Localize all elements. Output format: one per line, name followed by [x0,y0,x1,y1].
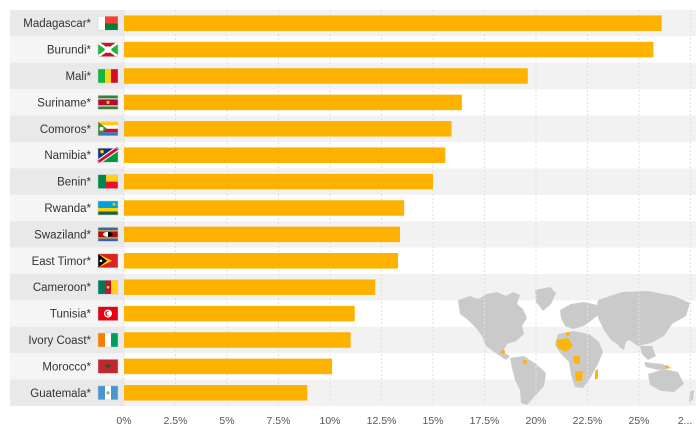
flag-east-timor-icon [97,253,119,269]
map-highlight-central-africa [573,356,580,364]
map-australia [648,369,684,392]
bar-ivory-coast [124,332,351,348]
bar-east-timor [124,253,398,269]
bar-rwanda [124,200,405,216]
map-highlight-east-timor [665,365,669,369]
bar-burundi [124,41,654,58]
category-label-burundi: Burundi* [47,45,92,57]
flag-ivory-coast-icon [97,332,119,348]
flag-rwanda-icon [97,200,119,216]
bar-suriname [124,94,462,111]
flag-mali-icon [97,68,119,84]
x-tick-label: 20% [525,415,546,427]
x-tick-label: 22.5% [573,415,603,427]
category-label-cameroon: Cameroon* [33,282,92,294]
x-tick-label: 2... [678,415,693,427]
flag-guatemala-icon [97,385,119,401]
category-label-madagascar: Madagascar* [23,18,91,30]
flag-namibia-icon [96,146,120,165]
category-label-mali: Mali* [65,71,91,83]
category-label-tunisia: Tunisia* [50,309,92,321]
map-south-america [510,356,546,405]
map-india [617,334,627,350]
bar-benin [124,173,433,190]
x-tick-label: 2.5% [164,415,188,427]
flag-tunisia-icon [97,306,119,321]
x-tick-label: 15% [422,415,443,427]
x-tick-label: 12.5% [367,415,397,427]
bars [124,15,662,401]
flag-cameroon-icon [97,279,119,295]
world-map [458,287,694,405]
x-tick-label: 10% [319,415,340,427]
map-greenland [535,287,556,311]
map-highlight-southern-africa [575,371,583,381]
map-indonesia [644,362,672,370]
map-asia [596,291,690,346]
x-tick-label: 0% [116,415,131,427]
map-highlight-suriname [523,360,527,364]
category-labels: Madagascar* Burundi* Mali* Suriname* Comoros… [23,18,91,400]
category-label-suriname: Suriname* [37,97,91,109]
map-madagascar-shape [595,369,598,380]
x-tick-label: 5% [219,415,234,427]
category-label-guatemala: Guatemala* [30,388,91,400]
x-tick-label: 25% [628,415,649,427]
bar-tunisia [124,305,355,322]
map-north-america [458,292,527,360]
x-tick-label: 7.5% [267,415,291,427]
map-highlight-west-africa [556,338,573,352]
category-label-swaziland: Swaziland* [34,229,91,241]
x-tick-label: 17.5% [470,415,500,427]
bar-morocco [124,358,333,375]
x-axis-ticks: 0% 2.5% 5% 7.5% 10% 12.5% 15% 17.5% 20% 22.5% 25% 2… [116,415,692,427]
flag-comoros-icon [97,121,119,137]
flags [96,15,120,401]
flag-madagascar-icon [97,15,119,31]
map-highlight-north-africa [566,332,570,336]
map-europe [560,302,601,329]
flag-burundi-icon [97,41,119,58]
category-label-ivory-coast: Ivory Coast* [28,335,91,347]
flag-swaziland-icon [97,227,119,242]
category-label-rwanda: Rwanda* [44,203,91,215]
category-label-benin: Benin* [57,177,91,189]
map-highlight-guatemala [501,350,505,354]
bar-swaziland [124,226,401,243]
bar-madagascar [124,15,662,31]
bar-mali [124,68,528,84]
bar-cameroon [124,279,376,295]
category-label-morocco: Morocco* [42,361,91,373]
category-label-namibia: Namibia* [44,150,91,162]
bar-namibia [124,147,446,163]
row-backgrounds [10,10,696,406]
map-southeast-asia [640,346,656,360]
flag-morocco-icon [97,359,119,374]
category-label-east-timor: East Timor* [32,256,92,268]
category-label-comoros: Comoros* [40,124,92,136]
bar-comoros [124,121,452,137]
flag-suriname-icon [97,95,119,110]
bar-guatemala [124,385,308,401]
flag-benin-icon [97,174,119,189]
